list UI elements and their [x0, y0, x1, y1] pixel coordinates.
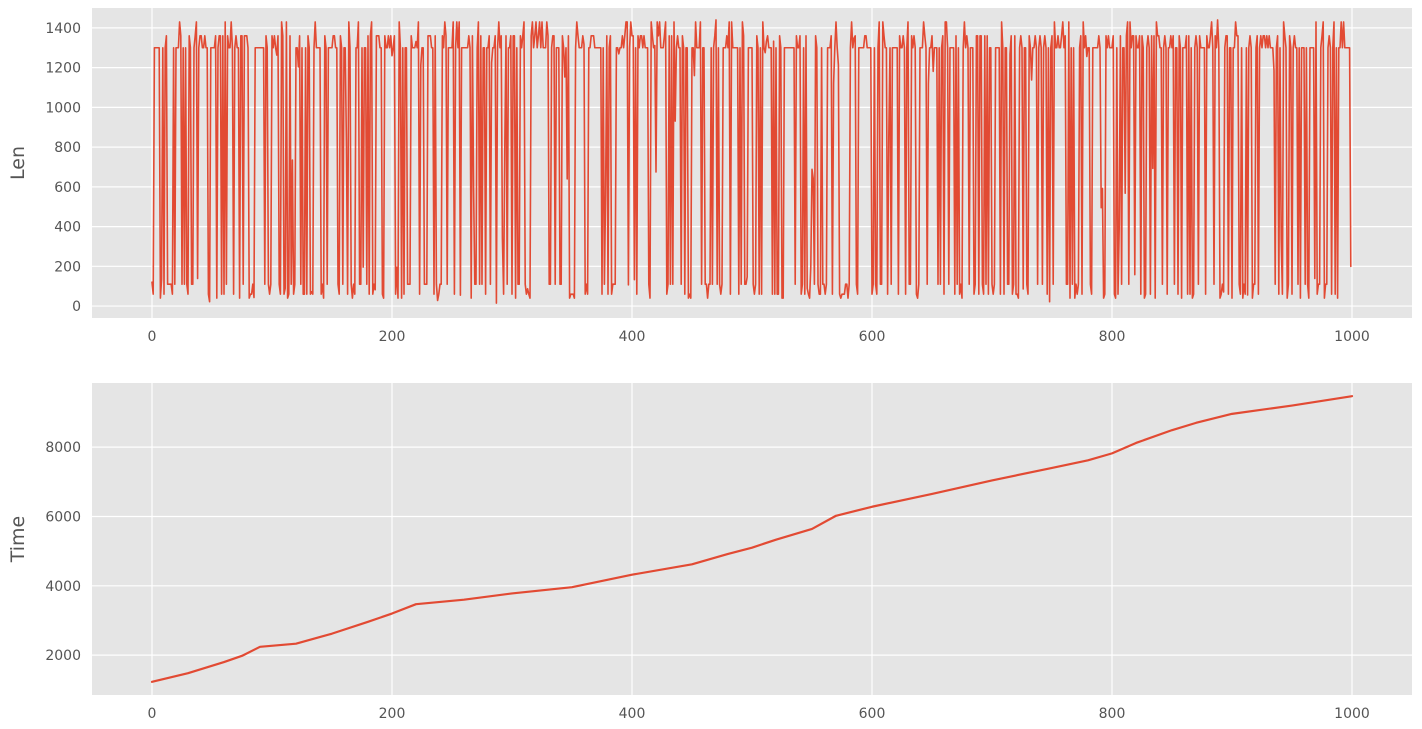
len-x-tick-label: 600: [859, 329, 886, 345]
time-chart-panel: 0 200 400 600 800 1000 2000 4000 6000 8000 Time: [7, 383, 1412, 722]
time-x-tick-label: 600: [859, 706, 886, 722]
len-y-tick-label: 400: [54, 220, 81, 236]
time-x-tick-label: 400: [619, 706, 646, 722]
len-y-tick-label: 1400: [45, 21, 81, 37]
time-series-line: [150, 395, 1354, 683]
len-y-tick-label: 600: [54, 180, 81, 196]
time-x-tick-label: 200: [379, 706, 406, 722]
len-y-tick-label: 200: [54, 259, 81, 275]
len-y-tick-label: 1200: [45, 61, 81, 77]
len-x-tick-label: 400: [619, 329, 646, 345]
len-y-axis-label: Len: [7, 146, 29, 180]
len-x-tick-label: 200: [379, 329, 406, 345]
time-y-tick-label: 2000: [45, 648, 81, 664]
len-x-tick-label: 0: [148, 329, 157, 345]
time-x-tick-label: 1000: [1334, 706, 1370, 722]
len-series-line: [151, 19, 1352, 304]
len-y-tick-label: 800: [54, 140, 81, 156]
len-y-tick-label: 0: [72, 299, 81, 315]
time-y-tick-label: 4000: [45, 579, 81, 595]
time-y-axis-label: Time: [7, 516, 29, 564]
time-x-tick-label: 0: [148, 706, 157, 722]
time-x-tick-label: 800: [1099, 706, 1126, 722]
len-y-tick-label: 1000: [45, 100, 81, 116]
len-chart-panel: 0 200 400 600 800 1000 0 200 400 600 800 1000 1200 14…: [7, 8, 1412, 345]
len-x-tick-label: 800: [1099, 329, 1126, 345]
len-x-tick-label: 1000: [1334, 329, 1370, 345]
time-plot-area: [92, 383, 1412, 695]
time-y-tick-label: 8000: [45, 440, 81, 456]
time-y-tick-label: 6000: [45, 509, 81, 525]
